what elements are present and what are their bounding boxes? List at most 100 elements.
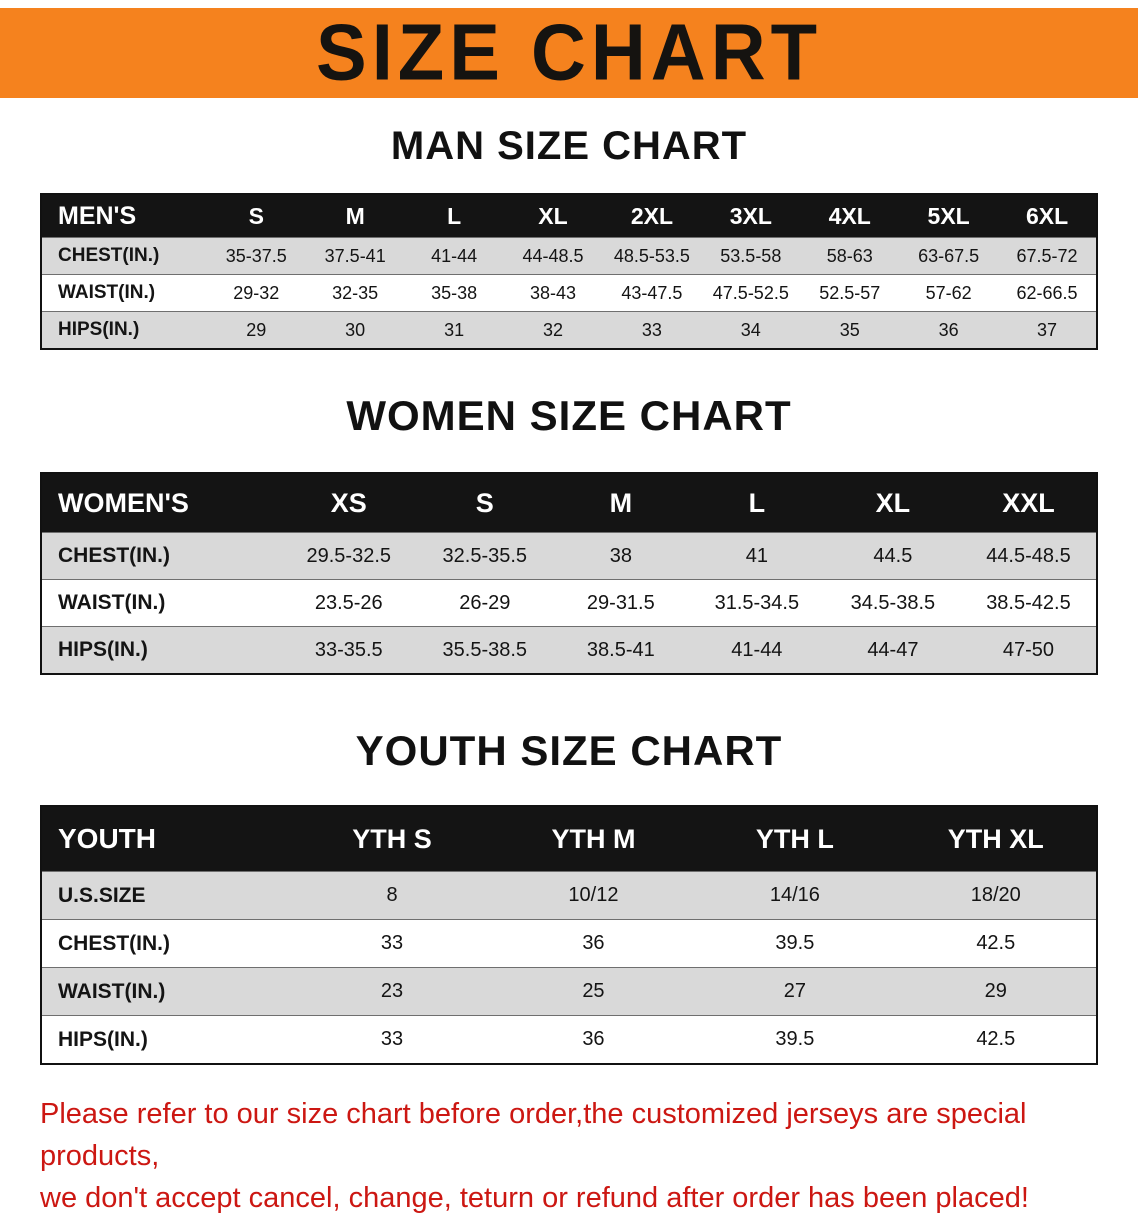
value-cell: 35.5-38.5 (416, 626, 553, 674)
value-cell: 42.5 (895, 1015, 1097, 1064)
header-row: MEN'S S M L XL 2XL 3XL 4XL 5XL 6XL (41, 194, 1097, 238)
youth-size-table: YOUTH YTH S YTH M YTH L YTH XL U.S.SIZE 8 10/12… (40, 805, 1098, 1065)
value-cell: 34.5-38.5 (824, 579, 961, 627)
size-header-cell: YTH S (291, 806, 493, 872)
header-row: WOMEN'S XS S M L XL XXL (41, 473, 1097, 533)
value-cell: 23.5-26 (280, 579, 417, 627)
value-cell: 47.5-52.5 (701, 274, 801, 312)
table-row: HIPS(IN.) 33 36 39.5 42.5 (41, 1015, 1097, 1064)
size-header-cell: YTH M (492, 806, 695, 872)
row-label-cell: CHEST(IN.) (41, 919, 292, 968)
size-header-cell: M (552, 473, 689, 533)
size-header-cell: 3XL (701, 194, 801, 238)
value-cell: 41-44 (404, 237, 504, 275)
size-header-cell: XL (824, 473, 961, 533)
value-cell: 48.5-53.5 (602, 237, 702, 275)
table-row: CHEST(IN.) 35-37.5 37.5-41 41-44 44-48.5 48.5… (41, 237, 1097, 275)
value-cell: 33 (291, 919, 493, 968)
table-row: CHEST(IN.) 33 36 39.5 42.5 (41, 919, 1097, 968)
table-row: HIPS(IN.) 29 30 31 32 33 34 35 36 37 (41, 311, 1097, 349)
value-cell: 35-38 (404, 274, 504, 312)
value-cell: 36 (492, 919, 695, 968)
size-header-cell: 4XL (800, 194, 900, 238)
value-cell: 32-35 (305, 274, 405, 312)
size-header-cell: S (416, 473, 553, 533)
value-cell: 32 (503, 311, 603, 349)
table-row: WAIST(IN.) 23 25 27 29 (41, 967, 1097, 1016)
page-title: SIZE CHART (316, 7, 822, 98)
value-cell: 35-37.5 (206, 237, 306, 275)
row-label-cell: U.S.SIZE (41, 871, 292, 920)
table-row: WAIST(IN.) 23.5-26 26-29 29-31.5 31.5-34.5 34… (41, 579, 1097, 627)
value-cell: 42.5 (895, 919, 1097, 968)
value-cell: 37 (998, 311, 1097, 349)
women-size-chart-section: WOMEN SIZE CHART WOMEN'S XS S M L XL XXL CHEST(… (0, 392, 1138, 675)
size-header-cell: XS (280, 473, 417, 533)
row-label-cell: HIPS(IN.) (41, 311, 207, 349)
value-cell: 39.5 (694, 919, 896, 968)
value-cell: 37.5-41 (305, 237, 405, 275)
value-cell: 29 (206, 311, 306, 349)
value-cell: 47-50 (960, 626, 1097, 674)
value-cell: 57-62 (899, 274, 999, 312)
value-cell: 8 (291, 871, 493, 920)
value-cell: 33 (602, 311, 702, 349)
value-cell: 41 (688, 532, 825, 580)
table-title-cell: YOUTH (41, 806, 292, 872)
footer-note: Please refer to our size chart before or… (0, 1093, 1138, 1219)
men-size-table: MEN'S S M L XL 2XL 3XL 4XL 5XL 6XL CHEST(IN.) 35-37… (40, 193, 1098, 350)
value-cell: 14/16 (694, 871, 896, 920)
size-header-cell: L (688, 473, 825, 533)
footer-note-line2: we don't accept cancel, change, teturn o… (40, 1182, 1029, 1214)
value-cell: 33 (291, 1015, 493, 1064)
value-cell: 29 (895, 967, 1097, 1016)
footer-note-line1: Please refer to our size chart before or… (40, 1098, 1027, 1172)
size-header-cell: L (404, 194, 504, 238)
value-cell: 27 (694, 967, 896, 1016)
value-cell: 44.5 (824, 532, 961, 580)
youth-size-chart-title: YOUTH SIZE CHART (355, 727, 783, 774)
value-cell: 34 (701, 311, 801, 349)
size-header-cell: YTH L (694, 806, 896, 872)
value-cell: 62-66.5 (998, 274, 1097, 312)
value-cell: 26-29 (416, 579, 553, 627)
value-cell: 33-35.5 (280, 626, 417, 674)
value-cell: 31 (404, 311, 504, 349)
size-header-cell: S (206, 194, 306, 238)
table-row: U.S.SIZE 8 10/12 14/16 18/20 (41, 871, 1097, 920)
value-cell: 43-47.5 (602, 274, 702, 312)
value-cell: 53.5-58 (701, 237, 801, 275)
row-label-cell: CHEST(IN.) (41, 532, 281, 580)
table-title-cell: MEN'S (41, 194, 207, 238)
size-header-cell: XXL (960, 473, 1097, 533)
value-cell: 32.5-35.5 (416, 532, 553, 580)
header-row: YOUTH YTH S YTH M YTH L YTH XL (41, 806, 1097, 872)
value-cell: 67.5-72 (998, 237, 1097, 275)
women-size-chart-title: WOMEN SIZE CHART (346, 392, 792, 439)
row-label-cell: CHEST(IN.) (41, 237, 207, 275)
value-cell: 29-32 (206, 274, 306, 312)
size-header-cell: M (305, 194, 405, 238)
value-cell: 39.5 (694, 1015, 896, 1064)
value-cell: 44-48.5 (503, 237, 603, 275)
size-header-cell: 6XL (998, 194, 1097, 238)
value-cell: 29-31.5 (552, 579, 689, 627)
value-cell: 10/12 (492, 871, 695, 920)
value-cell: 58-63 (800, 237, 900, 275)
size-header-cell: 2XL (602, 194, 702, 238)
table-row: HIPS(IN.) 33-35.5 35.5-38.5 38.5-41 41-44 44-… (41, 626, 1097, 674)
value-cell: 38 (552, 532, 689, 580)
value-cell: 44-47 (824, 626, 961, 674)
row-label-cell: WAIST(IN.) (41, 967, 292, 1016)
value-cell: 38.5-41 (552, 626, 689, 674)
row-label-cell: WAIST(IN.) (41, 579, 281, 627)
value-cell: 18/20 (895, 871, 1097, 920)
size-header-cell: 5XL (899, 194, 999, 238)
size-header-cell: XL (503, 194, 603, 238)
value-cell: 25 (492, 967, 695, 1016)
table-title-cell: WOMEN'S (41, 473, 281, 533)
value-cell: 38.5-42.5 (960, 579, 1097, 627)
value-cell: 41-44 (688, 626, 825, 674)
value-cell: 30 (305, 311, 405, 349)
man-size-chart-section: MAN SIZE CHART MEN'S S M L XL 2XL 3XL 4XL 5XL 6XL… (0, 124, 1138, 350)
